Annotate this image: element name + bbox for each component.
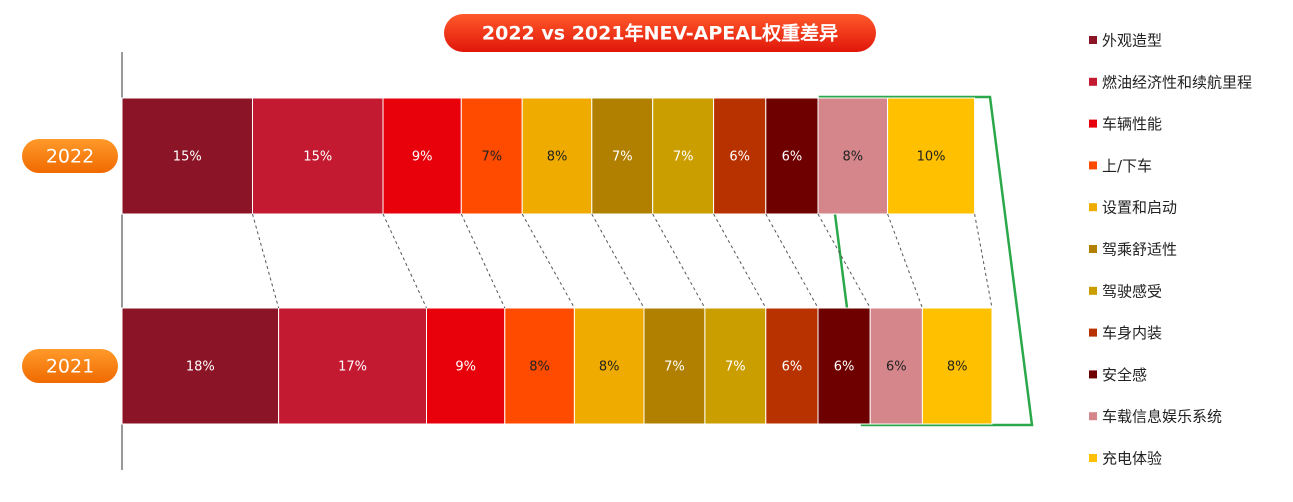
- legend-swatch: [1089, 36, 1097, 44]
- seg-label: 8%: [599, 360, 620, 375]
- bar-segment: [713, 97, 767, 215]
- title-pill: [444, 14, 876, 52]
- y-tick-label: 2022: [46, 146, 94, 168]
- legend-text: 驾乘舒适性: [1102, 241, 1177, 259]
- seg-label: 17%: [338, 360, 367, 375]
- bar-segment: [252, 97, 384, 215]
- legend-text: 驾驶感受: [1102, 282, 1162, 300]
- connector: [591, 213, 645, 309]
- connector: [652, 213, 706, 309]
- seg-label: 10%: [917, 150, 946, 165]
- seg-label: 7%: [612, 150, 633, 165]
- connector: [460, 213, 506, 309]
- seg-label: 7%: [664, 360, 685, 375]
- legend-text: 车载信息娱乐系统: [1102, 408, 1222, 426]
- legend-swatch: [1089, 245, 1097, 253]
- seg-label: 9%: [412, 150, 433, 165]
- connector: [252, 213, 280, 309]
- legend-swatch: [1089, 203, 1097, 212]
- bar-segment: [121, 307, 280, 425]
- legend-text: 燃油经济性和续航里程: [1102, 73, 1252, 91]
- seg-label: 6%: [834, 360, 855, 375]
- seg-label: 8%: [547, 150, 568, 165]
- seg-label: 6%: [782, 360, 803, 375]
- legend-text: 设置和启动: [1102, 199, 1177, 217]
- legend-text: 上/下车: [1102, 157, 1152, 175]
- connector: [521, 213, 575, 309]
- seg-label: 7%: [481, 150, 502, 165]
- chart-title: 2022 vs 2021年NEV-APEAL权重差异: [482, 22, 838, 45]
- connector: [713, 213, 767, 309]
- seg-label: 6%: [886, 360, 907, 375]
- seg-label: 15%: [303, 150, 332, 165]
- legend-text: 外观造型: [1102, 32, 1162, 50]
- connector: [974, 213, 993, 309]
- bar-segment: [869, 307, 923, 425]
- seg-label: 9%: [455, 360, 476, 375]
- legend-swatch: [1089, 286, 1097, 295]
- bar-segment: [765, 97, 819, 215]
- seg-label: 18%: [186, 360, 215, 375]
- bar-segment: [887, 97, 976, 215]
- legend-swatch: [1089, 328, 1097, 337]
- bar-segment: [652, 97, 715, 215]
- seg-label: 7%: [725, 360, 746, 375]
- bar-segment: [426, 307, 506, 425]
- bar-segment: [921, 307, 993, 425]
- legend-text: 充电体验: [1102, 450, 1162, 468]
- legend-swatch: [1089, 77, 1097, 86]
- legend-text: 车身内装: [1102, 324, 1162, 342]
- connector: [887, 213, 923, 309]
- bar-segment: [765, 307, 819, 425]
- y-tick-label: 2021: [46, 356, 94, 378]
- seg-label: 6%: [729, 150, 750, 165]
- bar-segment: [521, 97, 593, 215]
- bar-segment: [817, 97, 889, 215]
- year-pill: [22, 349, 118, 383]
- bar-segment: [817, 307, 871, 425]
- seg-label: 8%: [947, 360, 968, 375]
- legend-swatch: [1089, 412, 1097, 421]
- legend-text: 车辆性能: [1102, 115, 1162, 133]
- bar-segment: [278, 307, 427, 425]
- legend-swatch: [1089, 454, 1097, 462]
- year-pill: [22, 139, 118, 173]
- bar-segment: [643, 307, 706, 425]
- legend-swatch: [1089, 370, 1097, 379]
- bar-segment: [504, 307, 575, 425]
- legend-swatch: [1089, 119, 1097, 128]
- seg-label: 8%: [529, 360, 550, 375]
- bar-segment: [573, 307, 645, 425]
- seg-label: 7%: [673, 150, 694, 165]
- bar-segment: [121, 97, 253, 215]
- legend-text: 安全感: [1102, 366, 1147, 384]
- connector: [765, 213, 819, 309]
- seg-label: 6%: [782, 150, 803, 165]
- connector: [382, 213, 427, 309]
- legend-swatch: [1089, 161, 1097, 170]
- seg-label: 15%: [173, 150, 202, 165]
- seg-label: 8%: [842, 150, 863, 165]
